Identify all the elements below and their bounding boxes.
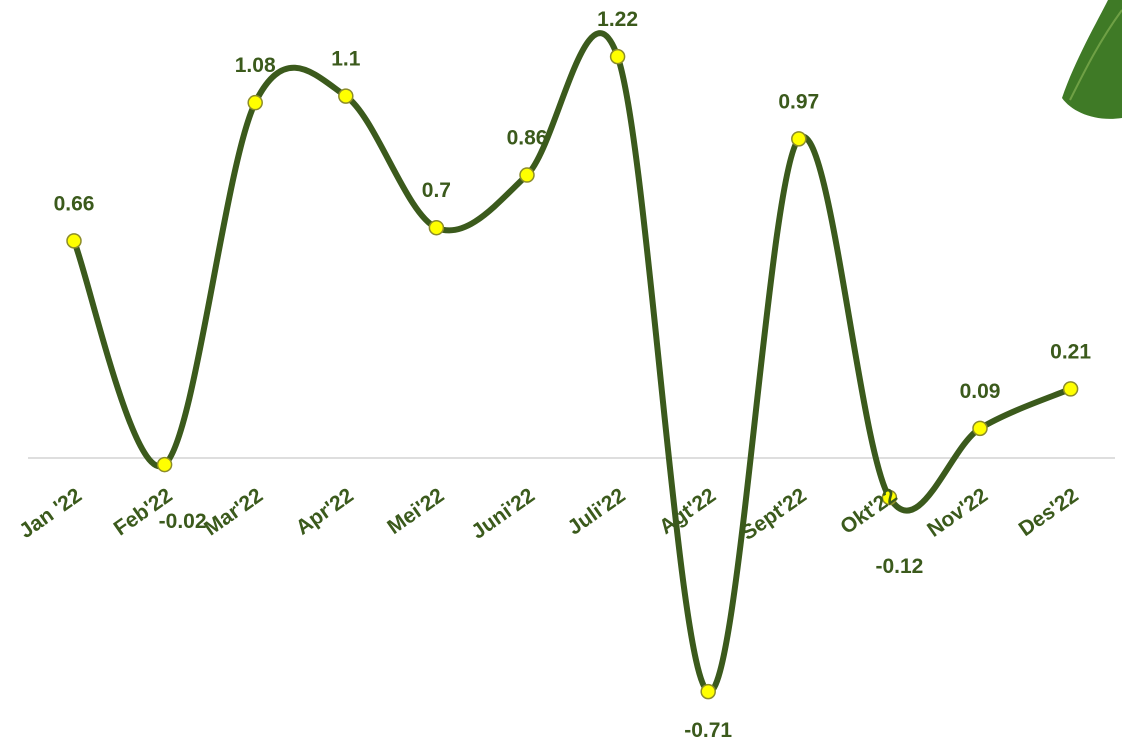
x-tick-label: Jan '22 bbox=[15, 484, 86, 543]
data-point bbox=[609, 48, 626, 65]
data-label: -0.71 bbox=[684, 719, 732, 742]
data-point bbox=[791, 131, 807, 147]
data-point bbox=[338, 88, 354, 104]
data-label: -0.12 bbox=[875, 555, 923, 578]
data-point bbox=[1062, 381, 1079, 397]
x-tick-label: Mar'22 bbox=[200, 484, 267, 541]
data-label: 0.21 bbox=[1050, 340, 1091, 363]
data-label: 1.1 bbox=[331, 48, 361, 71]
x-tick-label: Apr'22 bbox=[292, 484, 358, 540]
x-tick-label: Juni'22 bbox=[467, 484, 539, 544]
data-point bbox=[972, 420, 988, 437]
data-label: -0.02 bbox=[159, 510, 207, 533]
data-point bbox=[700, 683, 716, 700]
leaf-decoration bbox=[1062, 0, 1122, 119]
data-point bbox=[66, 233, 82, 249]
data-label: 0.86 bbox=[507, 127, 548, 150]
data-point bbox=[519, 167, 535, 183]
data-label: 0.7 bbox=[422, 179, 451, 202]
series-line bbox=[71, 30, 1074, 695]
x-tick-label: Mei'22 bbox=[383, 484, 448, 539]
data-label: 0.09 bbox=[960, 380, 1001, 403]
data-label: 1.22 bbox=[597, 8, 638, 31]
x-tick-label: Des'22 bbox=[1015, 484, 1083, 541]
data-label: 0.97 bbox=[778, 90, 819, 113]
data-label: 1.08 bbox=[235, 54, 276, 77]
x-tick-label: Agt'22 bbox=[655, 484, 720, 539]
data-point bbox=[428, 219, 445, 236]
data-point bbox=[156, 456, 173, 473]
x-tick-label: Juli'22 bbox=[564, 484, 630, 540]
x-tick-label: Okt'22 bbox=[836, 484, 901, 539]
data-label: 0.66 bbox=[54, 192, 95, 215]
data-point bbox=[881, 489, 898, 506]
data-point bbox=[247, 94, 263, 111]
